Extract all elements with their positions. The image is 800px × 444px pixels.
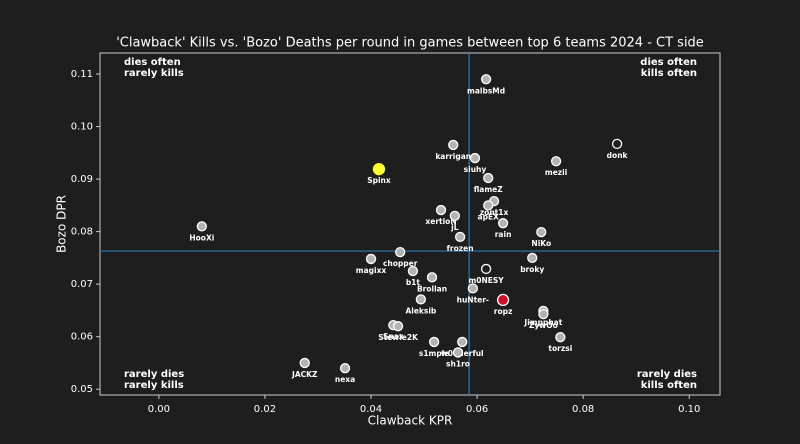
- point-label: magixx: [356, 266, 387, 275]
- point-label: sh1ro: [446, 359, 470, 368]
- data-point: [449, 210, 460, 222]
- y-axis-label: Bozo DPR: [55, 195, 69, 253]
- point-label: Stewie2K: [378, 333, 419, 342]
- point-label: b1t: [406, 278, 421, 287]
- y-tick-label: 0.08: [71, 227, 93, 238]
- data-point: [339, 363, 351, 374]
- data-point: [457, 336, 468, 348]
- x-tick-label: 0.00: [148, 404, 170, 415]
- point-label: donk: [607, 151, 629, 160]
- data-point: [299, 357, 310, 369]
- data-point: [538, 308, 549, 320]
- corner-annotation: rarely dies: [637, 369, 697, 380]
- corner-annotation: dies often: [124, 57, 181, 68]
- point-label: broky: [520, 265, 544, 274]
- data-point: [480, 74, 492, 85]
- data-point: [407, 265, 419, 277]
- point-label: nexa: [335, 375, 355, 384]
- point-label: zont1x: [480, 208, 509, 217]
- corner-annotation: rarely kills: [124, 380, 184, 391]
- data-point: [469, 152, 481, 164]
- data-point: [196, 221, 207, 232]
- data-point: [550, 156, 562, 167]
- point-label: Spinx: [367, 176, 391, 185]
- corner-annotation: dies often: [640, 57, 697, 68]
- point-label: rain: [495, 230, 512, 239]
- point-label: Aleksib: [405, 306, 436, 315]
- y-tick-label: 0.10: [71, 122, 93, 133]
- point-label: s1mple: [419, 349, 450, 358]
- point-label: jL: [450, 223, 459, 232]
- x-tick-label: 0.06: [466, 404, 488, 415]
- point-label: Snax: [383, 332, 404, 341]
- x-tick-label: 0.10: [678, 404, 700, 415]
- corner-annotation: kills often: [641, 68, 697, 79]
- data-point: [454, 231, 466, 243]
- plot-frame: [99, 52, 721, 396]
- point-label: frozen: [447, 244, 474, 253]
- data-point: [452, 347, 464, 358]
- point-label: apEX: [478, 212, 500, 221]
- chart-title: 'Clawback' Kills vs. 'Bozo' Deaths per r…: [116, 36, 704, 51]
- data-point: [392, 321, 404, 332]
- data-point: [496, 293, 510, 307]
- point-label: m0NESY: [468, 276, 504, 285]
- x-tick-label: 0.08: [572, 404, 594, 415]
- x-tick-label: 0.04: [360, 404, 382, 415]
- data-point: [372, 162, 386, 176]
- point-label: chopper: [383, 259, 418, 268]
- point-label: JACKZ: [291, 370, 318, 379]
- point-label: siuhy: [464, 165, 487, 174]
- data-point: [426, 272, 438, 283]
- point-label: HooXi: [189, 233, 214, 242]
- data-point: [448, 139, 459, 151]
- corner-annotation: kills often: [641, 380, 697, 391]
- point-label: malbsMd: [467, 86, 505, 95]
- data-point: [536, 226, 547, 238]
- corner-annotation: rarely dies: [124, 369, 184, 380]
- data-point: [395, 246, 406, 258]
- point-label: mezii: [545, 168, 567, 177]
- data-point: [483, 200, 494, 211]
- data-point: [365, 253, 377, 265]
- point-label: Brollan: [417, 284, 447, 293]
- data-point: [497, 218, 509, 229]
- point-label: xertioN: [425, 217, 456, 226]
- y-tick-label: 0.07: [71, 279, 93, 290]
- data-point: [611, 138, 623, 150]
- corner-annotation: rarely kills: [124, 68, 184, 79]
- y-tick-label: 0.11: [71, 69, 93, 80]
- data-point: [428, 336, 440, 348]
- data-point: [415, 294, 427, 305]
- y-tick-label: 0.06: [71, 332, 93, 343]
- x-tick-label: 0.02: [254, 404, 276, 415]
- data-point: [527, 252, 538, 264]
- point-label: karrigan: [435, 152, 471, 161]
- data-point: [480, 263, 492, 275]
- data-point: [555, 332, 566, 343]
- x-axis-label: Clawback KPR: [368, 414, 453, 428]
- point-label: NiKo: [531, 239, 551, 248]
- y-tick-label: 0.09: [71, 174, 93, 185]
- point-label: flameZ: [474, 185, 504, 194]
- point-label: ZywOo: [529, 321, 558, 330]
- point-label: torzsi: [548, 344, 572, 353]
- point-label: huNter-: [457, 295, 489, 304]
- point-label: Jimpphat: [523, 318, 562, 327]
- point-label: ropz: [494, 307, 513, 316]
- data-point: [483, 172, 494, 184]
- data-point: [435, 204, 447, 216]
- y-tick-label: 0.05: [71, 384, 93, 395]
- data-point: [467, 283, 478, 294]
